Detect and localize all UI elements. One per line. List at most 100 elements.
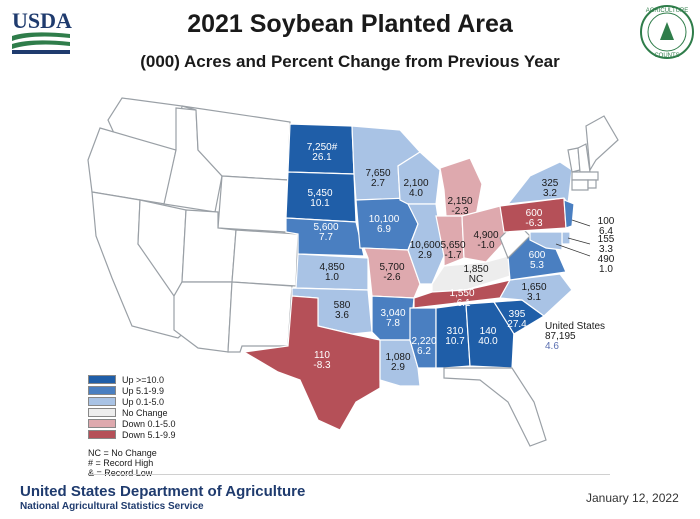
legend-item: Down 0.1-5.0 bbox=[88, 418, 176, 429]
state-label-sd-change: 10.1 bbox=[310, 198, 330, 209]
state-me bbox=[585, 115, 619, 172]
state-label-mn-change: 2.7 bbox=[371, 178, 385, 189]
legend-swatch bbox=[88, 419, 116, 428]
legend-item: Up 0.1-5.0 bbox=[88, 396, 176, 407]
state-fl bbox=[443, 367, 547, 447]
state-ga bbox=[465, 301, 515, 369]
state-label-al-acres: 310 bbox=[447, 326, 464, 337]
svg-text:USDA: USDA bbox=[12, 8, 72, 33]
state-label-nc-acres: 1,650 bbox=[521, 282, 546, 293]
svg-text:AGRICULTURE: AGRICULTURE bbox=[646, 8, 689, 14]
state-oh bbox=[461, 205, 509, 263]
state-label-ia-acres: 10,100 bbox=[369, 214, 400, 225]
state-label-nj-change: 6.4 bbox=[599, 226, 613, 237]
legend-item: Up >=10.0 bbox=[88, 374, 176, 385]
us-total-change: 4.6 bbox=[545, 341, 559, 352]
state-label-la-acres: 1,080 bbox=[385, 352, 410, 363]
state-label-de-change: 3.3 bbox=[599, 244, 613, 255]
state-label-tx-acres: 110 bbox=[314, 350, 330, 361]
state-ri bbox=[587, 179, 597, 189]
legend-label: Up 0.1-5.0 bbox=[122, 396, 165, 407]
state-label-mi-acres: 2,150 bbox=[447, 196, 472, 207]
state-ms bbox=[409, 307, 437, 369]
state-label-ga-acres: 140 bbox=[480, 326, 497, 337]
state-label-ky-acres: 1,850 bbox=[463, 264, 488, 275]
state-label-de-acres: 155 bbox=[598, 234, 615, 245]
state-in bbox=[435, 215, 465, 267]
state-label-ks-change: 1.0 bbox=[325, 272, 339, 283]
footer-date: January 12, 2022 bbox=[586, 491, 679, 505]
state-label-in-acres: 5,650 bbox=[440, 240, 465, 251]
callout-line-de bbox=[567, 237, 591, 245]
state-al bbox=[435, 303, 471, 369]
legend-swatch bbox=[88, 375, 116, 384]
state-label-ok-acres: 580 bbox=[334, 300, 351, 311]
state-label-md-acres: 490 bbox=[598, 254, 615, 265]
state-label-nc-change: 3.1 bbox=[527, 292, 541, 303]
legend-swatch bbox=[88, 430, 116, 439]
callout-line-nj bbox=[571, 219, 591, 227]
state-label-ga-change: 40.0 bbox=[478, 336, 498, 347]
state-label-ar-acres: 3,040 bbox=[380, 308, 405, 319]
legend-label: No Change bbox=[122, 407, 168, 418]
legend-item: Down 5.1-9.9 bbox=[88, 429, 176, 440]
usda-logo: USDA bbox=[10, 8, 72, 61]
us-total: United States 87,195 4.6 bbox=[545, 322, 605, 352]
state-label-ne-acres: 5,600 bbox=[313, 222, 338, 233]
us-total-acres: 87,195 bbox=[545, 331, 576, 342]
map-legend: Up >=10.0 Up 5.1-9.9 Up 0.1-5.0 No Change Do… bbox=[88, 374, 176, 440]
state-label-va-change: 5.3 bbox=[530, 260, 544, 271]
state-label-wi-change: 4.0 bbox=[409, 188, 423, 199]
legend-item: Up 5.1-9.9 bbox=[88, 385, 176, 396]
state-label-il-acres: 10,600 bbox=[410, 240, 441, 251]
state-label-sd-acres: 5,450 bbox=[307, 188, 332, 199]
state-label-tn-acres: 1,550 bbox=[449, 288, 474, 299]
state-az bbox=[173, 281, 233, 353]
page-title: 2021 Soybean Planted Area bbox=[187, 10, 513, 38]
us-total-label: United States bbox=[545, 321, 606, 332]
state-label-mo-acres: 5,700 bbox=[379, 262, 404, 273]
state-label-sc-acres: 395 bbox=[509, 309, 526, 320]
note-record-low: & = Record Low bbox=[88, 468, 153, 478]
footer-department: United States Department of Agriculture bbox=[20, 483, 306, 500]
state-nj bbox=[563, 199, 575, 229]
legend-swatch bbox=[88, 408, 116, 417]
state-label-pa-change: -6.3 bbox=[525, 218, 543, 229]
state-label-tx-change: -8.3 bbox=[313, 360, 331, 371]
state-ma bbox=[571, 171, 599, 181]
legend-swatch bbox=[88, 386, 116, 395]
state-ny bbox=[506, 161, 573, 206]
state-md bbox=[529, 231, 563, 251]
state-label-mo-change: -2.6 bbox=[383, 272, 401, 283]
note-record-high: # = Record High bbox=[88, 458, 154, 468]
state-label-md-change: 1.0 bbox=[599, 264, 613, 275]
state-label-oh-acres: 4,900 bbox=[473, 230, 498, 241]
state-ct bbox=[571, 179, 589, 191]
state-wy bbox=[217, 175, 289, 233]
state-label-ky-change: NC bbox=[469, 274, 483, 285]
legend-label: Down 0.1-5.0 bbox=[122, 418, 176, 429]
legend-swatch bbox=[88, 397, 116, 406]
svg-text:COUNTS: COUNTS bbox=[654, 53, 679, 59]
legend-notes: NC = No Change # = Record High & = Recor… bbox=[88, 448, 157, 478]
callout-line-md bbox=[555, 243, 591, 257]
legend-item: No Change bbox=[88, 407, 176, 418]
state-label-oh-change: -1.0 bbox=[477, 240, 495, 251]
state-label-nd-change: 26.1 bbox=[312, 152, 332, 163]
state-label-nd-acres: 7,250# bbox=[307, 142, 338, 153]
state-label-ny-acres: 325 bbox=[542, 178, 559, 189]
legend-label: Up 5.1-9.9 bbox=[122, 385, 165, 396]
state-label-in-change: -1.7 bbox=[444, 250, 462, 261]
state-label-mi-change: -2.3 bbox=[451, 206, 469, 217]
state-label-sc-change: 27.4 bbox=[507, 319, 527, 330]
page-subtitle: (000) Acres and Percent Change from Prev… bbox=[140, 52, 560, 71]
state-label-ia-change: 6.9 bbox=[377, 224, 391, 235]
state-label-ms-acres: 2,220 bbox=[411, 336, 436, 347]
state-label-va-acres: 600 bbox=[529, 250, 546, 261]
state-label-ok-change: 3.6 bbox=[335, 310, 349, 321]
state-label-pa-acres: 600 bbox=[526, 208, 543, 219]
note-no-change: NC = No Change bbox=[88, 448, 157, 458]
state-il bbox=[407, 203, 445, 285]
state-nm bbox=[227, 281, 293, 353]
